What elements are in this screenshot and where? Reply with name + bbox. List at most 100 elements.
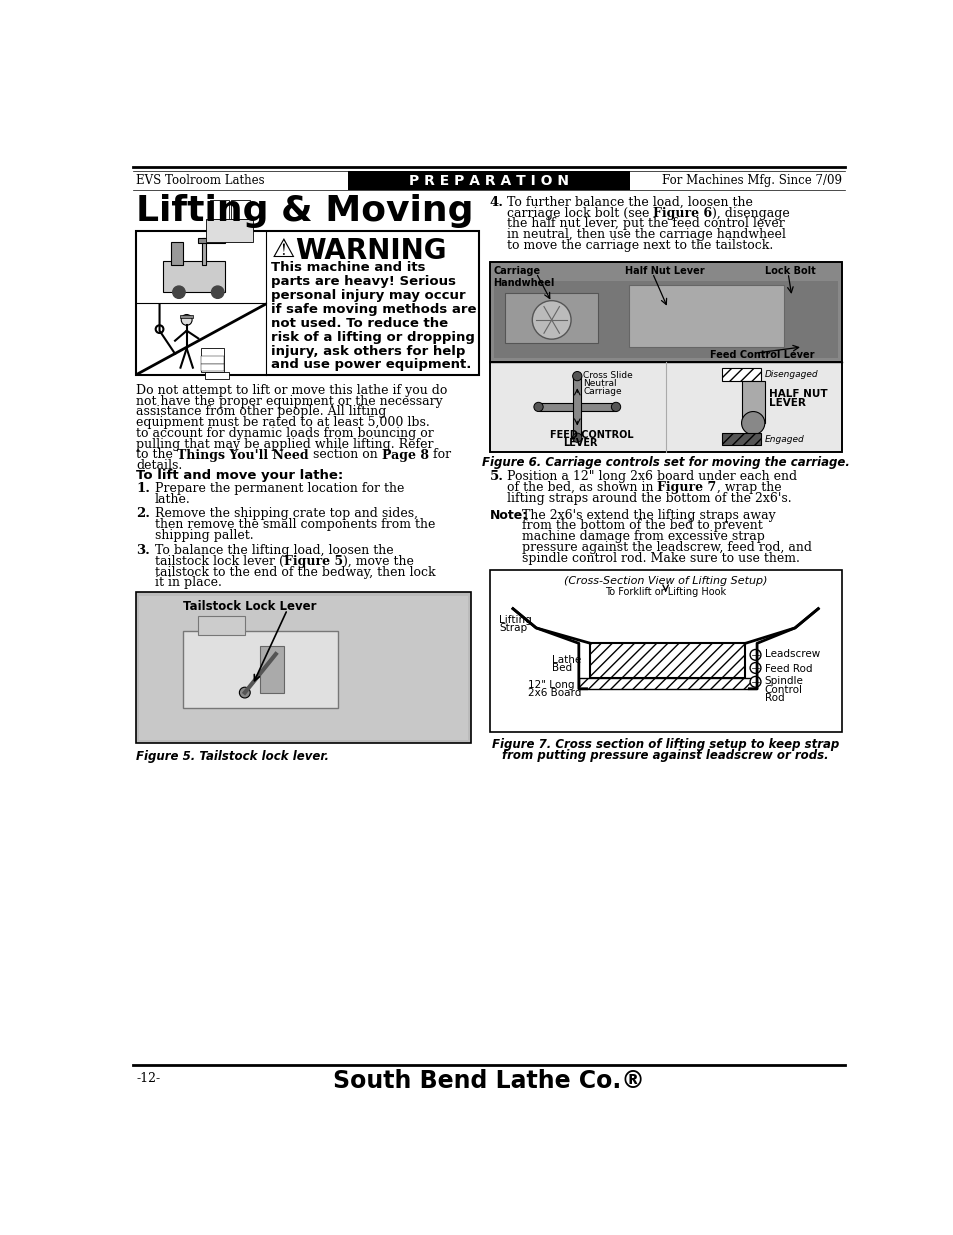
Text: not have the proper equipment or the necessary: not have the proper equipment or the nec… bbox=[136, 395, 442, 408]
Text: parts are heavy! Serious: parts are heavy! Serious bbox=[271, 275, 456, 288]
Text: pressure against the leadscrew, feed rod, and: pressure against the leadscrew, feed rod… bbox=[521, 541, 811, 555]
Text: 1.: 1. bbox=[136, 483, 151, 495]
Text: then remove the small components from the: then remove the small components from th… bbox=[154, 517, 435, 531]
Text: Carriage
Handwheel: Carriage Handwheel bbox=[493, 266, 555, 288]
Text: of the bed, as shown in: of the bed, as shown in bbox=[506, 480, 657, 494]
Bar bbox=[721, 368, 760, 380]
Text: Lifting & Moving: Lifting & Moving bbox=[136, 194, 474, 228]
Circle shape bbox=[611, 403, 620, 411]
Text: Figure 7. Cross section of lifting setup to keep strap: Figure 7. Cross section of lifting setup… bbox=[492, 739, 839, 751]
Circle shape bbox=[534, 403, 542, 411]
Text: The 2x6's extend the lifting straps away: The 2x6's extend the lifting straps away bbox=[521, 509, 775, 521]
Text: P R E P A R A T I O N: P R E P A R A T I O N bbox=[409, 174, 568, 188]
Text: 3.: 3. bbox=[136, 543, 150, 557]
Text: Spindle: Spindle bbox=[764, 677, 802, 687]
Bar bbox=[489, 362, 841, 452]
Text: injury, ask others for help: injury, ask others for help bbox=[271, 345, 465, 358]
Text: Figure 5. Tailstock lock lever.: Figure 5. Tailstock lock lever. bbox=[136, 750, 329, 762]
Text: This machine and its: This machine and its bbox=[271, 262, 425, 274]
Text: Bed: Bed bbox=[551, 663, 571, 673]
Text: To further balance the load, loosen the: To further balance the load, loosen the bbox=[506, 196, 752, 209]
Circle shape bbox=[532, 300, 571, 340]
Text: EVS Toolroom Lathes: EVS Toolroom Lathes bbox=[136, 174, 265, 186]
Text: ), move the: ), move the bbox=[343, 555, 414, 568]
Circle shape bbox=[239, 687, 250, 698]
Text: 12" Long: 12" Long bbox=[528, 679, 575, 689]
Text: To lift and move your lathe:: To lift and move your lathe: bbox=[136, 469, 343, 483]
Bar bbox=[139, 595, 468, 740]
Bar bbox=[183, 631, 337, 708]
Text: , wrap the: , wrap the bbox=[716, 480, 781, 494]
Text: Position a 12" long 2x6 board under each end: Position a 12" long 2x6 board under each… bbox=[506, 471, 796, 483]
Text: carriage lock bolt (see: carriage lock bolt (see bbox=[506, 206, 653, 220]
Text: Engaged: Engaged bbox=[764, 435, 803, 443]
Text: Figure 6: Figure 6 bbox=[653, 206, 712, 220]
Bar bbox=[202, 238, 206, 266]
Text: the half nut lever, put the feed control lever: the half nut lever, put the feed control… bbox=[506, 217, 783, 231]
Text: assistance from other people. All lifting: assistance from other people. All liftin… bbox=[136, 405, 386, 419]
Bar bbox=[136, 593, 471, 743]
Text: it in place.: it in place. bbox=[154, 577, 221, 589]
Bar bbox=[171, 242, 183, 266]
Text: Note:: Note: bbox=[489, 509, 527, 521]
Text: 2x6 Board: 2x6 Board bbox=[528, 688, 581, 698]
Circle shape bbox=[172, 287, 185, 299]
Text: -12-: -12- bbox=[136, 1072, 160, 1086]
Text: tailstock to the end of the bedway, then lock: tailstock to the end of the bedway, then… bbox=[154, 566, 436, 578]
Text: not used. To reduce the: not used. To reduce the bbox=[271, 317, 448, 330]
Circle shape bbox=[212, 287, 224, 299]
Bar bbox=[205, 372, 229, 379]
Bar bbox=[537, 403, 616, 411]
Text: For Machines Mfg. Since 7/09: For Machines Mfg. Since 7/09 bbox=[660, 174, 841, 186]
Text: details.: details. bbox=[136, 459, 182, 472]
Bar bbox=[573, 377, 580, 437]
Bar bbox=[163, 262, 225, 293]
Text: pulling that may be applied while lifting. Refer: pulling that may be applied while liftin… bbox=[136, 437, 434, 451]
Text: Rod: Rod bbox=[764, 693, 783, 704]
Text: HALF NUT: HALF NUT bbox=[768, 389, 826, 399]
Bar bbox=[198, 615, 245, 635]
Bar bbox=[489, 262, 841, 362]
Bar bbox=[489, 571, 841, 732]
Text: Strap: Strap bbox=[498, 622, 527, 632]
Text: section on: section on bbox=[309, 448, 381, 462]
Text: Remove the shipping crate top and sides,: Remove the shipping crate top and sides, bbox=[154, 508, 417, 520]
Text: to account for dynamic loads from bouncing or: to account for dynamic loads from bounci… bbox=[136, 427, 434, 440]
Bar bbox=[180, 315, 193, 319]
Bar bbox=[231, 200, 250, 219]
Text: Lathe: Lathe bbox=[551, 655, 580, 664]
Text: for: for bbox=[428, 448, 450, 462]
Bar bbox=[200, 356, 224, 364]
Text: if safe moving methods are: if safe moving methods are bbox=[271, 303, 476, 316]
Text: Lifting: Lifting bbox=[498, 615, 531, 625]
Text: Page 8: Page 8 bbox=[381, 448, 428, 462]
Circle shape bbox=[749, 677, 760, 687]
Bar bbox=[493, 282, 837, 358]
Text: Tailstock Lock Lever: Tailstock Lock Lever bbox=[183, 600, 316, 614]
Text: equipment must be rated to at least 5,000 lbs.: equipment must be rated to at least 5,00… bbox=[136, 416, 430, 429]
Text: Prepare the permanent location for the: Prepare the permanent location for the bbox=[154, 483, 404, 495]
Text: ), disengage: ), disengage bbox=[712, 206, 789, 220]
Text: (Cross-Section View of Lifting Setup): (Cross-Section View of Lifting Setup) bbox=[563, 577, 766, 587]
Text: Feed Control Lever: Feed Control Lever bbox=[709, 350, 814, 359]
Bar bbox=[206, 219, 253, 242]
Bar bbox=[489, 262, 841, 452]
Text: LEVER: LEVER bbox=[562, 438, 598, 448]
Text: from putting pressure against leadscrew or rods.: from putting pressure against leadscrew … bbox=[502, 748, 828, 762]
Text: Figure 7: Figure 7 bbox=[657, 480, 716, 494]
Text: 2.: 2. bbox=[136, 508, 151, 520]
Text: Figure 6. Carriage controls set for moving the carriage.: Figure 6. Carriage controls set for movi… bbox=[481, 456, 849, 469]
Text: Leadscrew: Leadscrew bbox=[764, 650, 820, 659]
Text: FEED CONTROL: FEED CONTROL bbox=[550, 430, 633, 440]
Text: 4.: 4. bbox=[489, 196, 503, 209]
Circle shape bbox=[740, 411, 764, 435]
Text: Figure 5: Figure 5 bbox=[284, 555, 343, 568]
Text: risk of a lifting or dropping: risk of a lifting or dropping bbox=[271, 331, 475, 343]
Text: LEVER: LEVER bbox=[768, 398, 804, 408]
Text: Cross Slide: Cross Slide bbox=[583, 372, 633, 380]
Text: Control: Control bbox=[764, 685, 802, 695]
Text: Lock Bolt: Lock Bolt bbox=[764, 266, 815, 275]
Bar bbox=[505, 293, 598, 343]
Text: Carriage: Carriage bbox=[583, 387, 621, 396]
Text: 5.: 5. bbox=[489, 471, 503, 483]
